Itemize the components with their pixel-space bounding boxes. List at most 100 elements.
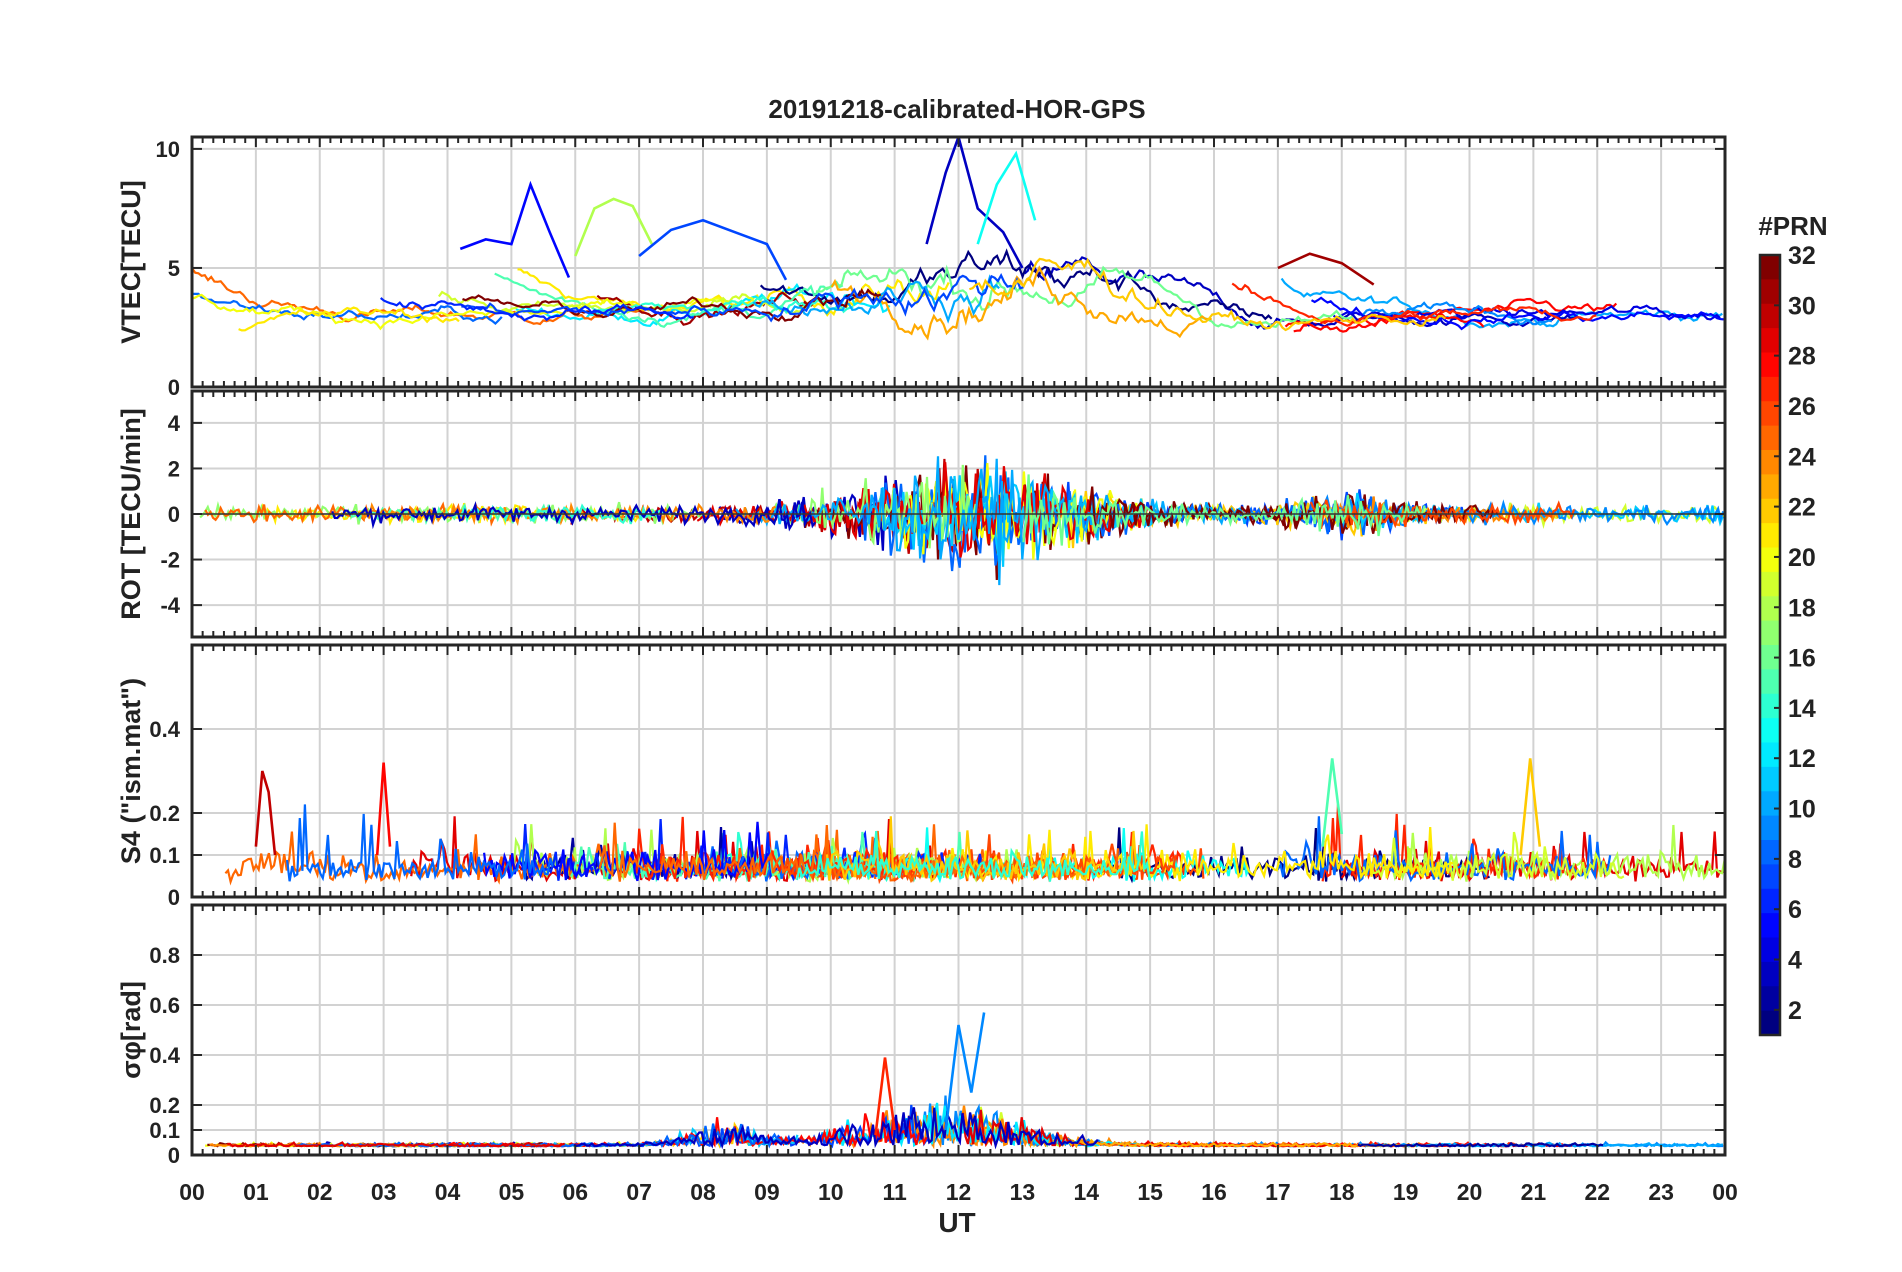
- colorbar-tick-label: 4: [1788, 947, 1802, 975]
- y-tick-label: 0: [168, 1143, 180, 1168]
- y-tick-label: 0.6: [149, 993, 180, 1018]
- x-tick-label: 08: [690, 1179, 716, 1205]
- background-trace: [227, 1141, 565, 1148]
- series-group: [224, 758, 1725, 886]
- y-tick-label: -4: [160, 593, 180, 618]
- y-axis-label: S4 ("ism.mat"): [116, 678, 146, 864]
- colorbar-segment: [1760, 571, 1780, 597]
- colorbar-tick-label: 2: [1788, 997, 1802, 1025]
- series-group: [205, 1012, 1724, 1150]
- series-prn-22: [1519, 758, 1542, 856]
- colorbar-tick-label: 30: [1788, 292, 1816, 320]
- x-tick-label: 16: [1201, 1179, 1227, 1205]
- background-trace: [815, 264, 1354, 329]
- x-tick-label: 18: [1329, 1179, 1355, 1205]
- background-trace: [461, 272, 1024, 323]
- colorbar-segment: [1760, 450, 1780, 475]
- y-tick-label: 0.1: [149, 1118, 180, 1143]
- background-trace: [633, 816, 916, 883]
- x-tick-labels: 00 01 02 03 04 05 06 07 08 09 10 11 12 13 14 15 16 17 18 19…: [179, 1179, 1738, 1205]
- x-tick-label: 06: [562, 1179, 588, 1205]
- y-tick-label: -2: [160, 548, 180, 573]
- colorbar-segment: [1760, 742, 1780, 768]
- colorbar-segment: [1760, 1010, 1780, 1036]
- y-tick-label: 0.8: [149, 943, 180, 968]
- x-tick-label: 02: [307, 1179, 333, 1205]
- colorbar-segment: [1760, 596, 1780, 622]
- series-prn-30: [254, 770, 277, 856]
- colorbar-segment: [1760, 376, 1780, 402]
- y-tick-label: 5: [168, 256, 180, 281]
- colorbar-segment: [1760, 352, 1780, 378]
- panel-3: 0 0.1 0.2 0.4S4 ("ism.mat"): [116, 643, 1727, 910]
- colorbar-tick-label: 16: [1788, 645, 1816, 673]
- x-tick-label: 17: [1265, 1179, 1291, 1205]
- colorbar-frame: [1758, 253, 1782, 1037]
- background-trace: [286, 804, 554, 882]
- colorbar-segment: [1760, 791, 1780, 817]
- colorbar-segment: [1760, 937, 1780, 963]
- panel-frame: [190, 389, 1727, 639]
- colorbar-tick-label: 12: [1788, 745, 1816, 773]
- colorbar-tick-label: 28: [1788, 343, 1816, 371]
- series-prn-31: [1277, 252, 1375, 286]
- panel-1: 0 5 10 VTEC[TECU]: [116, 135, 1727, 400]
- series-prn-5: [459, 180, 571, 279]
- x-tick-label: 22: [1584, 1179, 1610, 1205]
- y-tick-label: 0: [168, 885, 180, 910]
- background-trace: [1362, 831, 1625, 883]
- series-prn-7: [638, 218, 788, 281]
- y-tick-label: 0.4: [149, 717, 180, 742]
- colorbar-segment: [1760, 645, 1780, 670]
- colorbar-segment: [1760, 718, 1780, 744]
- colorbar-tick-label: 20: [1788, 544, 1816, 572]
- background-trace: [759, 248, 1273, 321]
- y-tick-label: 2: [168, 456, 180, 481]
- colorbar-tick-label: 26: [1788, 393, 1816, 421]
- x-tick-label: 14: [1073, 1179, 1099, 1205]
- background-trace: [238, 306, 460, 332]
- x-tick-label: 00: [1712, 1179, 1738, 1205]
- x-tick-label: 15: [1137, 1179, 1163, 1205]
- axis-ticks: [191, 391, 1726, 637]
- y-tick-label: 10: [156, 137, 180, 162]
- background-trace: [494, 272, 844, 329]
- chart-title: 20191218-calibrated-HOR-GPS: [768, 94, 1145, 124]
- colorbar-segment: [1760, 913, 1780, 939]
- colorbar-segment: [1760, 766, 1780, 792]
- colorbar-segment: [1760, 986, 1780, 1012]
- panel-frame: [190, 135, 1727, 389]
- x-tick-label: 21: [1521, 1179, 1547, 1205]
- x-tick-label: 07: [626, 1179, 652, 1205]
- colorbar-segment: [1760, 888, 1780, 914]
- x-tick-label: 20: [1457, 1179, 1483, 1205]
- background-trace: [598, 822, 1120, 884]
- colorbar-segment: [1760, 303, 1780, 329]
- colorbar-tick-label: 6: [1788, 896, 1802, 924]
- y-tick-label: 0.1: [149, 843, 180, 868]
- colorbar-tick-label: 32: [1788, 242, 1816, 270]
- series-prn-9: [944, 1012, 986, 1131]
- y-tick-label: 4: [168, 411, 181, 436]
- colorbar-label: #PRN: [1758, 211, 1827, 241]
- x-tick-label: 00: [179, 1179, 205, 1205]
- y-tick-label: 0: [168, 375, 180, 400]
- y-axis-label: VTEC[TECU]: [116, 180, 146, 344]
- y-tick-label: 0: [168, 502, 180, 527]
- colorbar-segment: [1760, 498, 1780, 524]
- colorbar-segment: [1760, 255, 1780, 280]
- x-tick-label: 12: [946, 1179, 972, 1205]
- x-tick-label: 11: [882, 1179, 907, 1205]
- y-tick-label: 0.4: [149, 1043, 180, 1068]
- background-trace: [752, 274, 1000, 324]
- background-trace: [1360, 301, 1553, 326]
- x-tick-label: 01: [243, 1179, 269, 1205]
- colorbar-segment: [1760, 669, 1780, 695]
- colorbar-tick-label: 10: [1788, 796, 1816, 824]
- colorbar-segment: [1760, 620, 1780, 646]
- series-prn-28: [375, 762, 392, 856]
- series-group: [192, 137, 1724, 341]
- colorbar-segment: [1760, 840, 1780, 865]
- series-prn-3: [925, 137, 1024, 269]
